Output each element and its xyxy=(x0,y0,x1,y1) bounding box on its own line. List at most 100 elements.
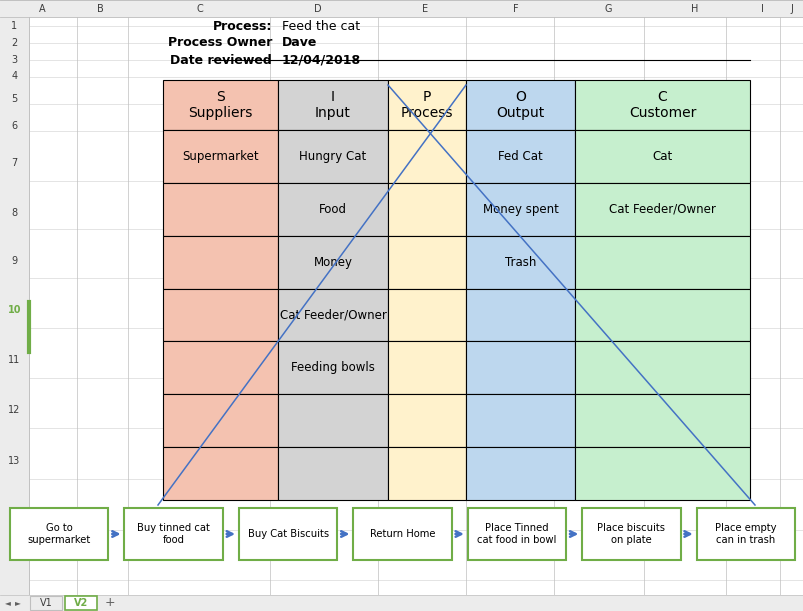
Text: S: S xyxy=(216,90,225,104)
Text: H: H xyxy=(691,4,698,13)
Text: B: B xyxy=(96,4,104,13)
Text: G: G xyxy=(604,4,611,13)
Bar xyxy=(574,80,749,130)
Bar xyxy=(353,508,451,560)
Text: Date reviewed: Date reviewed xyxy=(170,54,271,67)
Bar xyxy=(574,236,749,288)
Text: 4: 4 xyxy=(11,71,18,81)
Bar xyxy=(65,596,97,610)
Text: Process Owner: Process Owner xyxy=(167,37,271,49)
Text: 2: 2 xyxy=(11,38,18,48)
Bar xyxy=(388,342,466,394)
Text: Feed the cat: Feed the cat xyxy=(282,20,360,32)
Text: V1: V1 xyxy=(39,598,52,608)
Bar xyxy=(388,447,466,500)
Bar xyxy=(163,394,278,447)
Text: +: + xyxy=(104,596,115,610)
Bar xyxy=(574,130,749,183)
Bar xyxy=(163,447,278,500)
Text: 6: 6 xyxy=(11,121,18,131)
Bar xyxy=(388,288,466,342)
Bar xyxy=(466,288,574,342)
Bar xyxy=(388,80,466,130)
Bar xyxy=(388,130,466,183)
Text: Place empty
can in trash: Place empty can in trash xyxy=(714,523,776,545)
Text: 5: 5 xyxy=(11,94,18,104)
Bar xyxy=(124,508,222,560)
Text: Money: Money xyxy=(313,255,352,269)
Text: 7: 7 xyxy=(11,158,18,168)
Text: Food: Food xyxy=(319,203,347,216)
Bar xyxy=(163,342,278,394)
Bar xyxy=(388,394,466,447)
Bar xyxy=(388,236,466,288)
Text: Trash: Trash xyxy=(504,255,536,269)
Text: Buy Cat Biscuits: Buy Cat Biscuits xyxy=(247,529,328,539)
Text: Output: Output xyxy=(495,106,544,120)
Bar xyxy=(466,183,574,236)
Text: E: E xyxy=(422,4,427,13)
Bar xyxy=(278,236,388,288)
Bar xyxy=(466,342,574,394)
Bar xyxy=(278,394,388,447)
Bar xyxy=(467,508,565,560)
Bar xyxy=(278,447,388,500)
Bar xyxy=(163,80,278,130)
Text: 10: 10 xyxy=(8,305,21,315)
Text: ◄: ◄ xyxy=(5,599,11,607)
Bar xyxy=(163,183,278,236)
Text: Go to
supermarket: Go to supermarket xyxy=(27,523,91,545)
Bar xyxy=(466,394,574,447)
Bar xyxy=(0,17,29,595)
Bar xyxy=(0,595,803,611)
Bar xyxy=(163,236,278,288)
Text: Place Tinned
cat food in bowl: Place Tinned cat food in bowl xyxy=(477,523,556,545)
Bar xyxy=(574,288,749,342)
Bar xyxy=(466,130,574,183)
Text: Return Home: Return Home xyxy=(369,529,434,539)
Text: V2: V2 xyxy=(74,598,88,608)
Bar xyxy=(574,394,749,447)
Bar xyxy=(163,288,278,342)
Text: ►: ► xyxy=(15,599,21,607)
Bar xyxy=(278,80,388,130)
Bar xyxy=(30,596,62,610)
Text: 11: 11 xyxy=(8,355,21,365)
Text: Process: Process xyxy=(400,106,453,120)
Text: C: C xyxy=(657,90,666,104)
Text: J: J xyxy=(789,4,793,13)
Bar xyxy=(278,183,388,236)
Bar xyxy=(278,130,388,183)
Text: Suppliers: Suppliers xyxy=(188,106,252,120)
Bar xyxy=(163,130,278,183)
Text: 8: 8 xyxy=(11,208,18,218)
Text: Cat Feeder/Owner: Cat Feeder/Owner xyxy=(279,309,386,321)
Text: A: A xyxy=(39,4,45,13)
Text: Cat Feeder/Owner: Cat Feeder/Owner xyxy=(609,203,715,216)
Text: Input: Input xyxy=(315,106,350,120)
Text: Place biscuits
on plate: Place biscuits on plate xyxy=(597,523,665,545)
Text: Feeding bowls: Feeding bowls xyxy=(291,361,374,375)
Bar xyxy=(574,447,749,500)
Text: Fed Cat: Fed Cat xyxy=(498,150,542,163)
Bar xyxy=(10,508,108,560)
Text: Buy tinned cat
food: Buy tinned cat food xyxy=(137,523,210,545)
Text: Dave: Dave xyxy=(282,37,317,49)
Text: 3: 3 xyxy=(11,55,18,65)
Text: 14: 14 xyxy=(8,513,21,523)
Bar xyxy=(278,288,388,342)
Bar xyxy=(466,80,574,130)
Bar xyxy=(574,342,749,394)
Text: F: F xyxy=(512,4,518,13)
Bar xyxy=(466,447,574,500)
Bar xyxy=(574,183,749,236)
Text: Process:: Process: xyxy=(212,20,271,32)
Text: Supermarket: Supermarket xyxy=(182,150,259,163)
Bar xyxy=(466,236,574,288)
Text: 9: 9 xyxy=(11,256,18,266)
Text: 13: 13 xyxy=(8,456,21,466)
Bar xyxy=(388,183,466,236)
Bar xyxy=(695,508,794,560)
Text: D: D xyxy=(314,4,321,13)
Bar xyxy=(278,342,388,394)
